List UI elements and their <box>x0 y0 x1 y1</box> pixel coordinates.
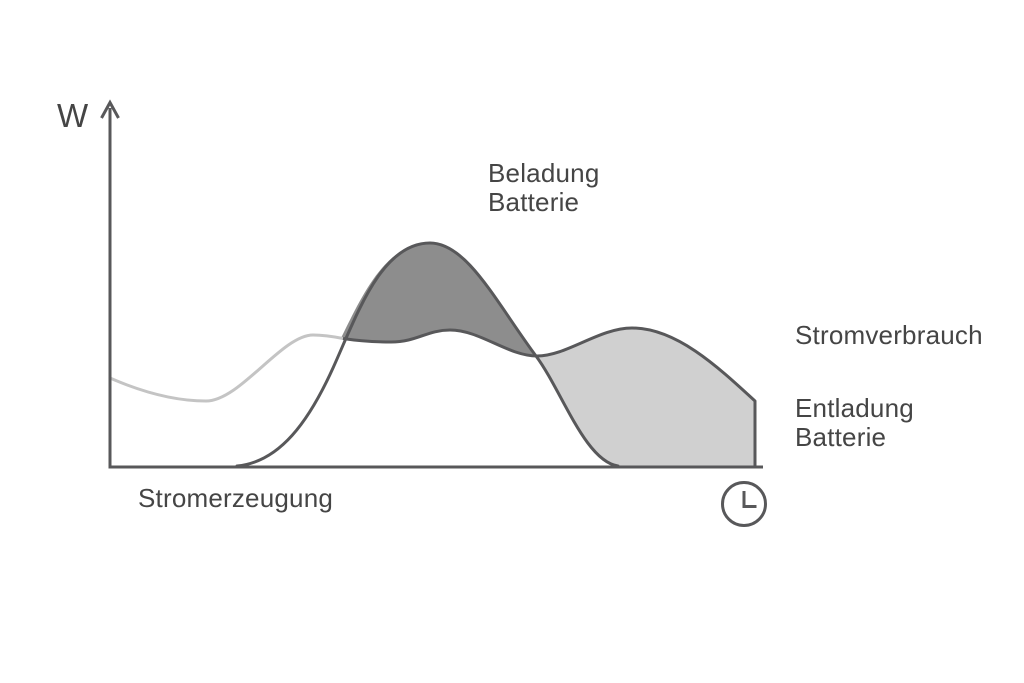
battery-charging-area <box>341 243 536 356</box>
consumption-curve-left <box>108 333 345 403</box>
generation-label: Stromerzeugung <box>138 483 334 513</box>
battery-discharging-area <box>537 328 755 466</box>
discharging-label-line2: Batterie <box>795 422 887 452</box>
generation-curve <box>235 241 620 468</box>
y-axis <box>100 99 120 469</box>
clock-icon <box>721 481 767 527</box>
y-axis-label: W <box>57 97 89 134</box>
discharging-label-line1: Entladung <box>795 393 914 423</box>
arrow-up-icon <box>100 99 120 119</box>
consumption-curve <box>342 326 757 466</box>
discharging-label: Entladung Batterie <box>795 394 914 452</box>
charging-label: Beladung Batterie <box>488 159 599 217</box>
charging-label-line1: Beladung <box>488 158 600 188</box>
charging-label-line2: Batterie <box>488 187 580 217</box>
consumption-label: Stromverbrauch <box>795 320 983 350</box>
